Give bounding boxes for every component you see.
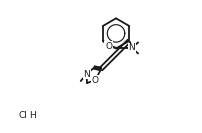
Text: O: O — [105, 42, 112, 51]
Text: N: N — [83, 70, 90, 78]
Text: N: N — [128, 43, 135, 52]
Text: O: O — [92, 76, 99, 85]
Text: H: H — [29, 111, 36, 120]
Text: Cl: Cl — [18, 111, 27, 120]
